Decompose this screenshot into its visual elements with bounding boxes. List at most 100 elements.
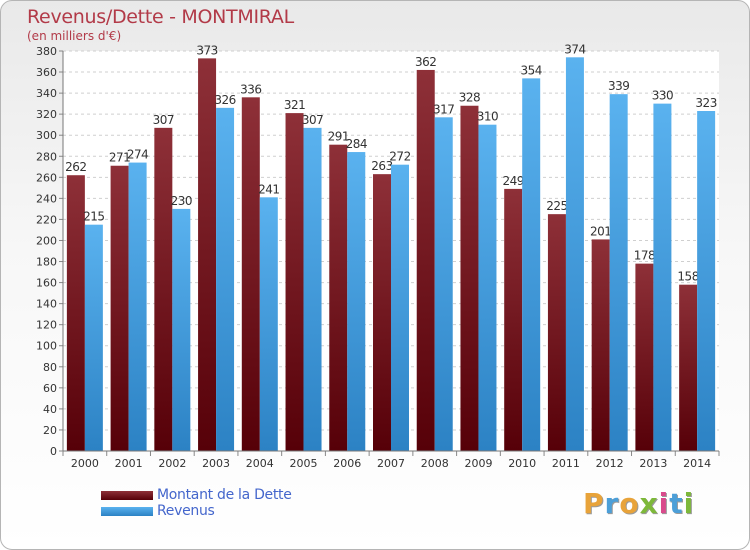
chart-title: Revenus/Dette - MONTMIRAL: [27, 6, 294, 28]
y-tick-label: 220: [36, 213, 57, 226]
y-tick-label: 340: [36, 87, 57, 100]
data-label: 317: [433, 102, 454, 116]
y-tick-label: 260: [36, 171, 57, 184]
x-tick-label: 2010: [508, 457, 536, 470]
data-label: 307: [302, 113, 323, 127]
data-label: 274: [127, 148, 148, 162]
data-label: 241: [258, 182, 279, 196]
bar-dette: [460, 105, 479, 451]
bar-dette: [635, 263, 654, 451]
bar-revenus: [434, 117, 453, 451]
bar-revenus: [172, 208, 191, 451]
legend-label-revenus: Revenus: [157, 503, 215, 519]
data-label: 321: [284, 98, 305, 112]
bar-revenus: [84, 224, 103, 451]
data-label: 158: [677, 270, 698, 284]
legend-swatch-revenus: [101, 506, 153, 516]
data-label: 271: [109, 151, 130, 165]
logo-letter: t: [669, 487, 684, 520]
data-label: 373: [196, 43, 217, 57]
bar-revenus: [653, 103, 672, 451]
y-tick-label: 280: [36, 150, 57, 163]
data-label: 262: [65, 160, 86, 174]
y-tick-label: 200: [36, 234, 57, 247]
y-tick-label: 380: [36, 45, 57, 58]
bar-dette: [66, 175, 85, 452]
bar-revenus: [609, 94, 628, 451]
data-label: 310: [477, 110, 498, 124]
data-label: 178: [634, 249, 655, 263]
data-label: 230: [171, 194, 192, 208]
x-tick-label: 2006: [333, 457, 361, 470]
chart-subtitle: (en milliers d'€): [27, 29, 122, 43]
y-tick-label: 300: [36, 129, 57, 142]
data-label: 374: [564, 42, 585, 56]
bar-revenus: [522, 78, 541, 452]
y-tick-label: 140: [36, 298, 57, 311]
x-tick-label: 2005: [290, 457, 318, 470]
data-label: 323: [695, 96, 716, 110]
bar-dette: [591, 239, 610, 451]
bar-dette: [241, 97, 260, 451]
y-tick-label: 320: [36, 108, 57, 121]
x-tick-label: 2004: [246, 457, 274, 470]
x-tick-label: 2003: [202, 457, 230, 470]
logo-letter: i: [658, 487, 670, 520]
bar-dette: [416, 69, 435, 452]
bar-dette: [110, 165, 129, 451]
bar-dette: [329, 144, 348, 451]
y-tick-label: 0: [50, 445, 57, 458]
y-tick-label: 60: [43, 382, 57, 395]
x-tick-label: 2011: [552, 457, 580, 470]
x-tick-label: 2014: [683, 457, 711, 470]
data-label: 263: [371, 159, 392, 173]
y-tick-label: 40: [43, 403, 57, 416]
data-label: 362: [415, 55, 436, 69]
proxiti-logo: Proxiti: [583, 487, 694, 520]
bar-revenus: [216, 107, 235, 451]
x-tick-label: 2012: [596, 457, 624, 470]
y-tick-label: 80: [43, 361, 57, 374]
data-label: 225: [546, 199, 567, 213]
bar-revenus: [478, 124, 497, 452]
x-tick-label: 2000: [71, 457, 99, 470]
data-label: 272: [389, 150, 410, 164]
bar-revenus: [565, 57, 584, 451]
bar-dette: [547, 214, 566, 451]
bar-dette: [679, 284, 698, 451]
x-tick-label: 2009: [464, 457, 492, 470]
data-label: 354: [520, 63, 541, 77]
x-tick-label: 2013: [639, 457, 667, 470]
data-label: 284: [346, 137, 367, 151]
data-label: 328: [459, 91, 480, 105]
y-tick-label: 120: [36, 319, 57, 332]
bar-dette: [504, 188, 523, 452]
legend-swatch-dette: [101, 490, 153, 500]
bar-dette: [198, 58, 217, 452]
data-label: 249: [502, 174, 523, 188]
bar-revenus: [697, 111, 716, 451]
data-label: 336: [240, 82, 261, 96]
y-tick-label: 100: [36, 340, 57, 353]
x-tick-label: 2008: [421, 457, 449, 470]
bar-dette: [373, 174, 391, 451]
x-tick-label: 2002: [158, 457, 186, 470]
bar-revenus: [128, 162, 147, 451]
logo-letter: o: [619, 487, 640, 520]
x-tick-label: 2001: [115, 457, 143, 470]
data-label: 215: [83, 210, 104, 224]
data-label: 339: [608, 79, 629, 93]
x-tick-label: 2007: [377, 457, 405, 470]
bar-dette: [285, 113, 304, 452]
legend-label-dette: Montant de la Dette: [157, 487, 292, 503]
data-label: 307: [153, 113, 174, 127]
bar-revenus: [259, 197, 278, 451]
data-label: 291: [328, 130, 349, 144]
bar-revenus: [303, 127, 322, 451]
legend: Montant de la Dette Revenus: [101, 487, 292, 519]
y-tick-label: 20: [43, 424, 57, 437]
y-tick-label: 240: [36, 192, 57, 205]
legend-item-dette: Montant de la Dette: [101, 487, 292, 503]
